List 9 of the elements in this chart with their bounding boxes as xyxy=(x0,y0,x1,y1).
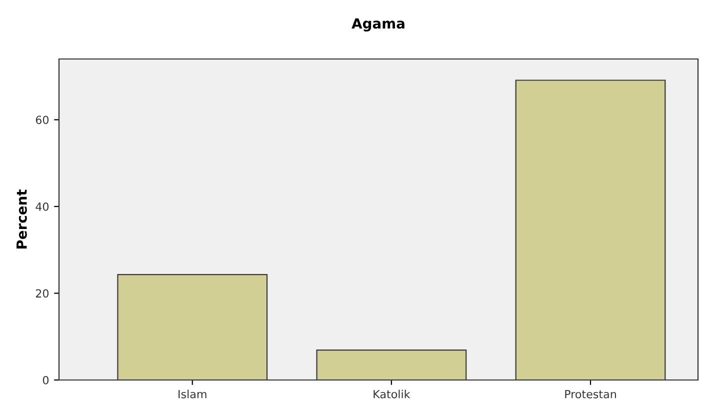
x-tick-label: Katolik xyxy=(374,390,410,398)
y-tick-label: 60 xyxy=(36,116,49,124)
x-tick-label: Islam xyxy=(178,390,206,398)
y-tick-label: 40 xyxy=(36,202,49,211)
y-tick-label: 20 xyxy=(36,289,49,298)
y-axis-title: Percent xyxy=(16,190,27,249)
y-tick-label: 0 xyxy=(42,376,49,384)
chart-title: Agama xyxy=(352,18,404,32)
x-tick-label: Protestan xyxy=(565,390,616,398)
